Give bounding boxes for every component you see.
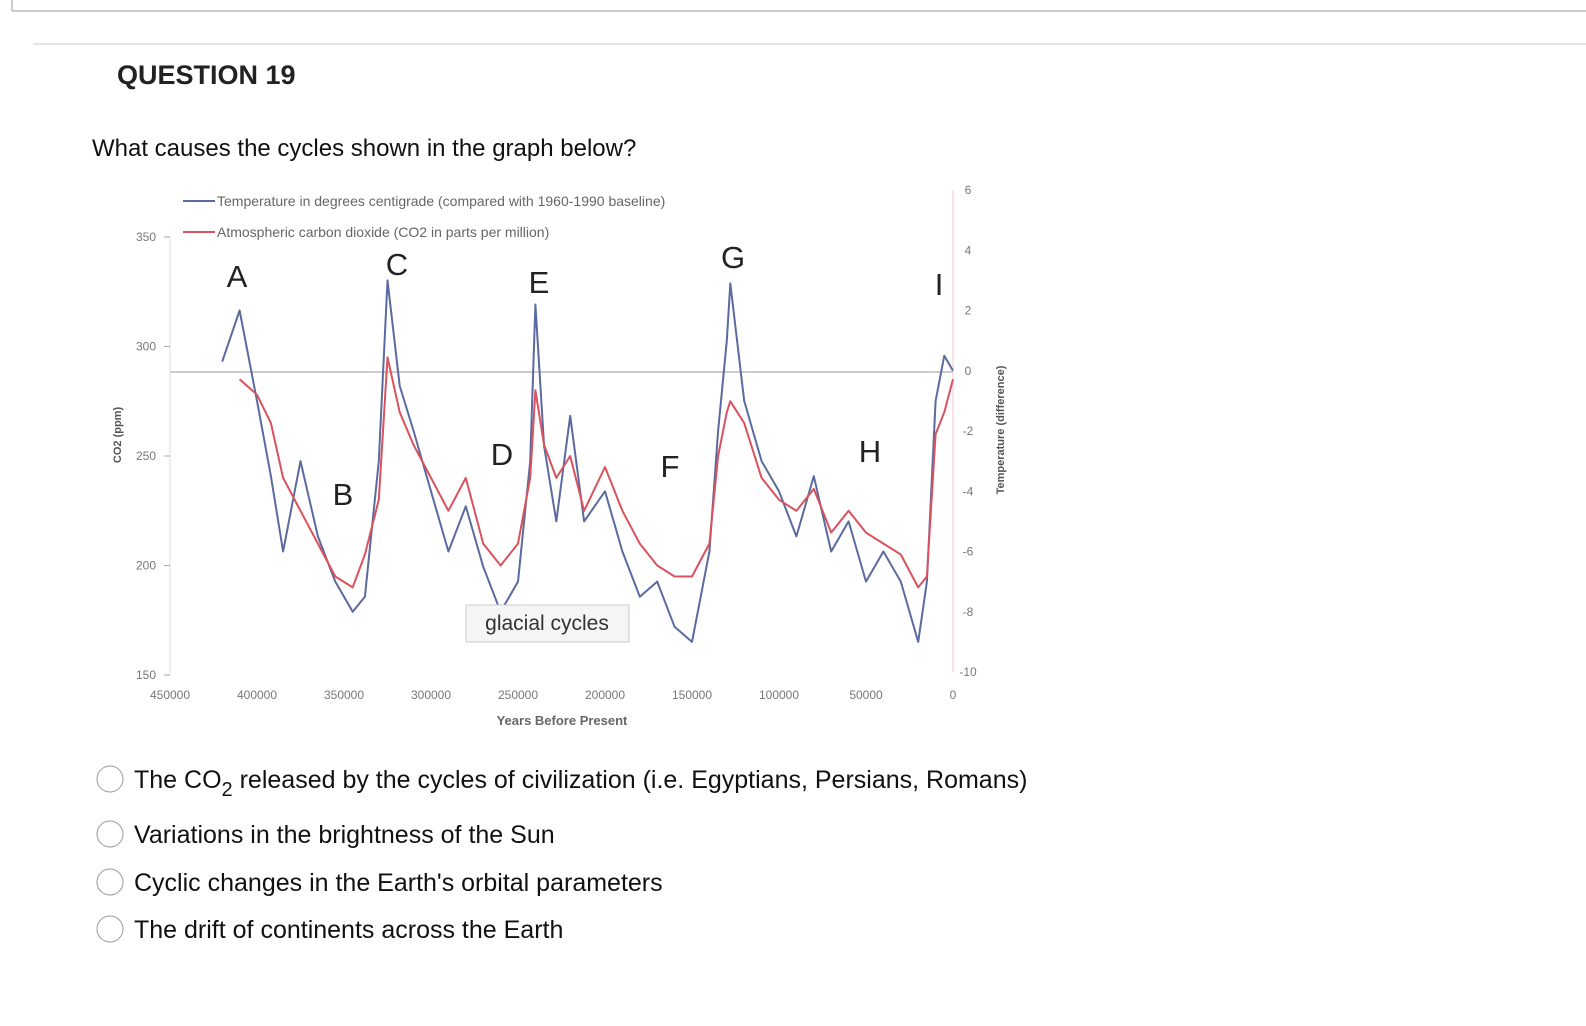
annotation: H <box>859 434 881 469</box>
option[interactable]: The CO2 released by the cycles of civili… <box>96 765 1027 801</box>
annotation: I <box>935 267 944 302</box>
text: released by the cycles of civilization (… <box>233 766 1028 794</box>
x-tick-label: 400000 <box>237 688 277 702</box>
tooltip-box <box>465 604 630 643</box>
x-tick-label: 450000 <box>150 688 190 702</box>
radio[interactable] <box>96 868 124 896</box>
radio[interactable] <box>96 915 124 943</box>
radio[interactable] <box>96 765 124 793</box>
option-text[interactable]: The drift of continents across the Earth <box>134 916 563 944</box>
y2-tick-label: -6 <box>963 545 974 559</box>
y-tick-label: 250 <box>136 449 156 463</box>
annotation: C <box>386 247 408 282</box>
x-tick-label: 50000 <box>849 688 883 702</box>
y-axis-label: CO2 (ppm) <box>112 407 124 464</box>
option-text[interactable]: The CO2 released by the cycles of civili… <box>134 766 1027 801</box>
y2-axis-label: Temperature (difference) <box>995 365 1007 494</box>
annotation: B <box>333 477 354 512</box>
x-tick-label: 100000 <box>759 688 799 702</box>
x-tick-label: 300000 <box>411 688 451 702</box>
option[interactable]: The drift of continents across the Earth <box>96 915 563 944</box>
option-text[interactable]: Cyclic changes in the Earth's orbital pa… <box>134 869 663 897</box>
y2-tick-label: 0 <box>965 364 972 378</box>
option[interactable]: Variations in the brightness of the Sun <box>96 820 555 849</box>
y2-tick-label: -8 <box>963 605 974 619</box>
subscript: 2 <box>222 779 233 801</box>
x-tick-label: 150000 <box>672 688 712 702</box>
x-tick-label: 350000 <box>324 688 364 702</box>
chart: 150 200 250 300 350 -10 -8 -6 -4 -2 0 2 4 6 450000 4000… <box>112 183 1007 728</box>
y-tick-label: 150 <box>136 668 156 682</box>
question-text: What causes the cycles shown in the grap… <box>92 135 636 162</box>
annotation: D <box>491 437 513 472</box>
series-line <box>221 279 954 643</box>
question-number: QUESTION 19 <box>117 60 296 90</box>
y2-tick-label: 6 <box>965 183 972 197</box>
tooltip: glacial cycles <box>485 612 609 635</box>
y2-tick-label: 2 <box>965 304 972 318</box>
y-tick-label: 350 <box>136 230 156 244</box>
annotation: G <box>721 240 745 275</box>
option[interactable]: Cyclic changes in the Earth's orbital pa… <box>96 868 663 897</box>
text: The CO <box>134 766 222 794</box>
y2-tick-label: -4 <box>963 484 974 498</box>
y2-tick-label: 4 <box>965 243 972 257</box>
x-tick-label: 250000 <box>498 688 538 702</box>
legend-label: Temperature in degrees centigrade (compa… <box>217 193 665 209</box>
x-tick-label: 0 <box>950 688 957 702</box>
annotation: F <box>661 449 680 484</box>
y-tick-label: 200 <box>136 559 156 573</box>
annotation: A <box>227 259 248 294</box>
annotation: E <box>529 265 550 300</box>
series-line <box>238 356 954 589</box>
y2-tick-label: -2 <box>963 424 974 438</box>
radio[interactable] <box>96 820 124 848</box>
x-tick-label: 200000 <box>585 688 625 702</box>
legend-label: Atmospheric carbon dioxide (CO2 in parts… <box>217 224 549 240</box>
y-tick-label: 300 <box>136 340 156 354</box>
x-axis-label: Years Before Present <box>497 713 628 728</box>
option-text[interactable]: Variations in the brightness of the Sun <box>134 821 555 849</box>
y2-tick-label: -10 <box>959 665 977 679</box>
